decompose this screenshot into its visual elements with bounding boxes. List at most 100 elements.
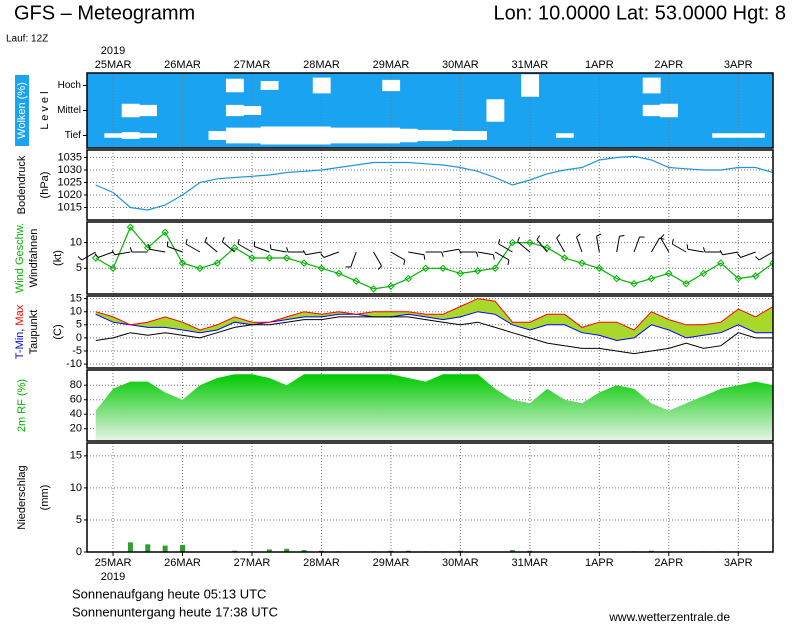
wind-barb [81,251,96,261]
panel-frame [86,72,774,149]
wind-speed-marker [213,259,221,267]
wind-barb [477,251,494,256]
wind-barb-feather [719,250,723,256]
panel-body [87,150,773,220]
y-axis-label-part: 2m RF (%) [16,379,28,432]
wind-barb-feather [286,247,289,253]
panel: 2m RF (%) 20 40 60 80 [16,369,774,442]
y-tick-label: 40 [70,408,82,420]
wind-barb [596,236,600,253]
wind-barb-feather [185,239,188,245]
precip-bar [301,550,307,552]
panel-frame [86,295,774,369]
wind-barb-feather [269,244,272,250]
y-axis-label: (C) [52,324,64,339]
wind-speed-marker [612,274,621,283]
y-tick-label: 1020 [58,189,82,201]
wind-speed-marker [699,269,708,278]
wind-speed-marker [144,244,152,252]
y-axis-label-part: , [14,326,26,332]
sunset: Sonnenuntergang heute 17:38 UTC [72,604,278,619]
temp-line [95,316,773,355]
wind-speed-marker [196,264,204,272]
wind-barb [672,243,687,253]
wind-barb-feather [221,236,225,242]
wind-barb-feather [498,239,501,245]
y-tick-label: 15 [70,450,82,462]
cloud-gap [104,133,123,138]
y-tick-label: 5 [76,514,82,526]
wind-speed-marker [630,280,638,288]
wind-speed-marker [248,254,256,262]
wind-barb [350,251,357,268]
y-axis-label-part: Bodendruck [16,155,28,214]
precip-bar [127,542,133,552]
wind-barb [114,251,131,256]
y-axis-label: (hPa) [39,172,51,199]
x-tick-label-bottom: 30MAR [442,557,479,569]
level-label: Tief [65,130,82,141]
wind-barb [498,243,513,253]
y-tick-label: 80 [70,379,82,391]
y-axis-label-part: (mm) [39,485,51,511]
cloud-gap [260,126,279,145]
wind-speed-marker [595,264,604,272]
wind-speed-marker [439,264,447,272]
panel: Wind Geschw. Windfahnen (kt) 5 10 [14,221,774,295]
cloud-gap [746,133,765,138]
wind-speed-marker [230,244,239,252]
wind-barb-feather [507,259,510,265]
wind-barb [494,251,510,261]
wind-speed-marker [717,259,725,267]
run: Lauf: 12Z [6,34,48,45]
wind-speed-marker [126,223,135,231]
wind-speed-marker [109,264,117,272]
panel: Niederschlag (mm) 0 5 10 15 [16,442,774,558]
wind-barb [576,236,583,253]
y-tick-label: 1035 [58,151,82,163]
label-box [15,75,29,146]
y-axis-label-part: Wind Geschw. [14,223,26,293]
cloud-gap [278,126,296,145]
panel-frame [86,149,774,221]
wind-barb [616,236,620,253]
wind-barb-feather [475,251,479,257]
wind-barb [270,248,287,253]
wind-speed-marker [283,254,291,262]
y-tick-label: 1030 [58,164,82,176]
wind-barb-feather [423,254,426,260]
x-tick-label-top: 28MAR [303,59,340,71]
pressure-line [95,155,773,211]
y-axis-label-part: L e v e l [39,91,51,129]
y-axis-label-part: (C) [52,324,64,339]
temp-range-fill [95,298,773,341]
cloud-gap [469,131,487,140]
wind-barb [442,248,459,253]
wind-barb-feather [302,250,307,256]
cloud-gap [712,133,731,138]
cloud-gap [225,127,244,144]
cloud-gap [382,79,401,92]
wind-speed-marker [526,238,534,247]
x-tick-label-bottom: 29MAR [373,557,410,569]
y-axis-label: Taupunkt [28,310,40,355]
y-tick-label: -5 [72,345,82,357]
cloud-gap [121,103,140,118]
cloud-gap [660,103,678,118]
panel: Wolken (%) L e v e l Hoch Mittel Tief [15,72,774,149]
x-tick-label-top: 1APR [585,59,614,71]
precip-bar [162,545,168,552]
panel-frame [86,442,774,553]
wind-barb [222,241,235,253]
x-tick-label-bottom: 31MAR [512,557,549,569]
wind-barb [237,243,253,253]
y-axis-label: (mm) [39,485,51,511]
y-tick-label: 1025 [58,176,82,188]
cloud-gap [260,81,279,90]
level-label: Hoch [58,80,81,91]
wind-barb [254,246,270,253]
wind-speed-marker [474,267,482,275]
wind-barb-feather [458,248,462,254]
